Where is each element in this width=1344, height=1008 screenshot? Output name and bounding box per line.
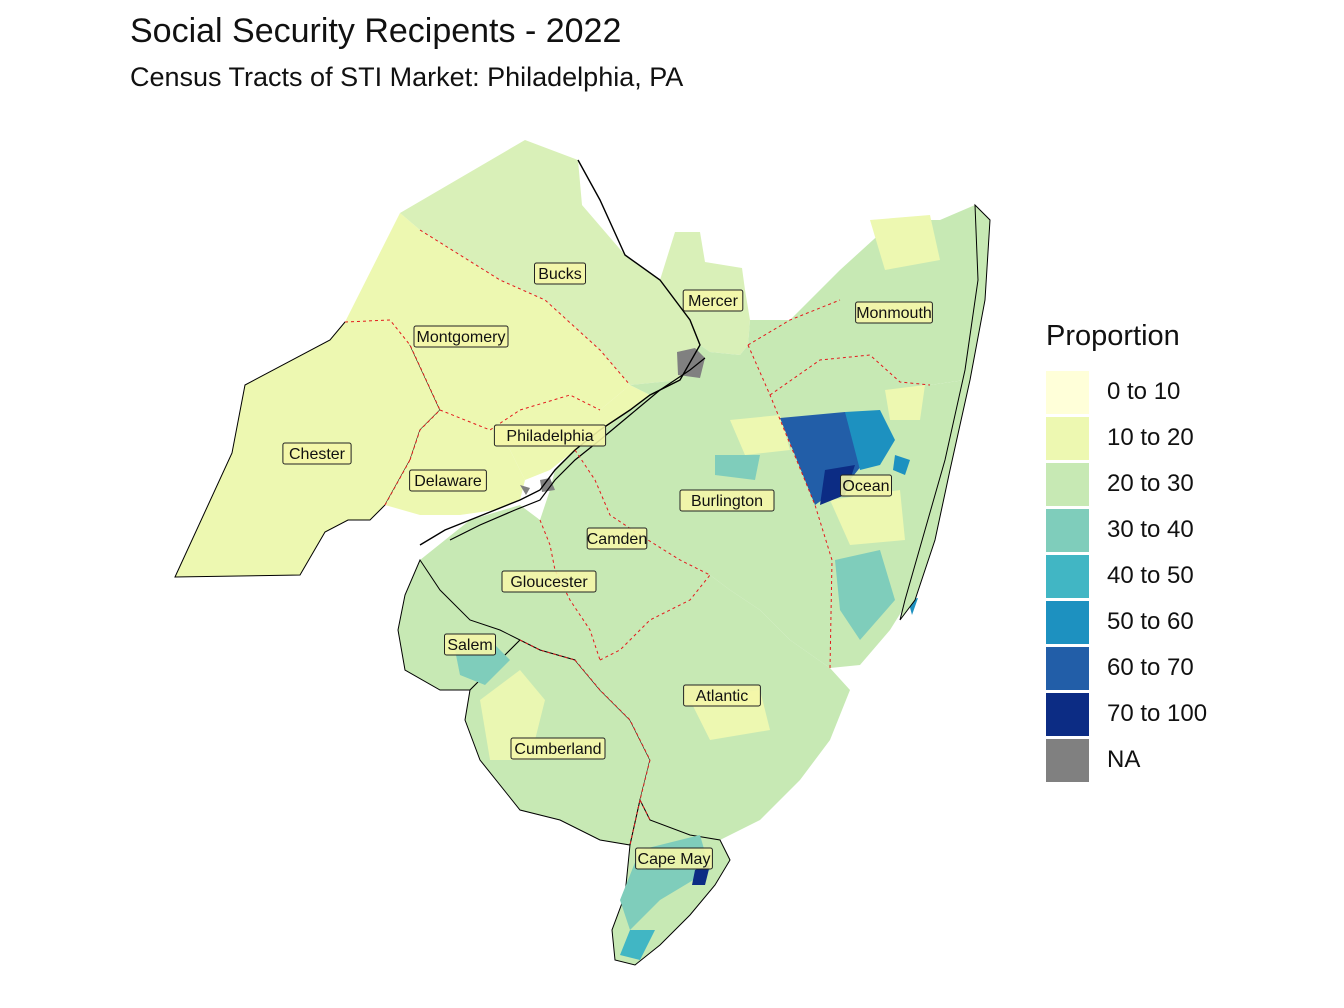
county-label-text: Monmouth (856, 305, 932, 322)
tract-high-ocean (845, 410, 895, 470)
county-label-text: Salem (447, 637, 492, 654)
county-label-box (534, 262, 586, 285)
legend-item: 60 to 70 (1046, 645, 1207, 691)
legend-label: 60 to 70 (1107, 654, 1194, 681)
legend-title: Proportion (1046, 320, 1180, 352)
tract-high-capemay (692, 865, 710, 885)
county-label-text: Atlantic (696, 688, 748, 705)
county-label-philadelphia: Philadelphia (493, 424, 607, 447)
legend-item: 20 to 30 (1046, 461, 1207, 507)
county-label-box (510, 737, 606, 760)
county-label-box (501, 570, 597, 593)
county-label-text: Philadelphia (506, 428, 593, 445)
county-label-box (679, 489, 775, 512)
legend-swatch (1046, 370, 1089, 414)
county-label-box (282, 442, 352, 465)
delaware-river (419, 159, 701, 546)
tract-na (540, 478, 555, 492)
county-label-box (682, 289, 744, 312)
county-label-box (586, 527, 648, 550)
tract-patch (730, 415, 790, 455)
tract-high-ocean (893, 455, 910, 475)
county-label-burlington: Burlington (679, 489, 775, 512)
county-label-box (683, 684, 761, 707)
tract-patch (830, 490, 905, 545)
legend-item: 40 to 50 (1046, 553, 1207, 599)
legend-label: 30 to 40 (1107, 516, 1194, 543)
legend-item: NA (1046, 737, 1207, 783)
legend-label: 0 to 10 (1107, 378, 1181, 405)
legend-swatch (1046, 646, 1089, 690)
legend-label: 40 to 50 (1107, 562, 1194, 589)
county-labels: Bucks Mercer Monmouth Montgomery Philadelphi… (282, 262, 933, 870)
county-label-montgomery: Montgomery (413, 325, 509, 348)
tract-patch (715, 455, 760, 480)
legend-swatch (1046, 692, 1089, 736)
legend-swatch (1046, 462, 1089, 506)
county-label-camden: Camden (586, 527, 648, 550)
legend-items: 0 to 10 10 to 20 20 to 30 30 to 40 40 to 50 5… (1046, 369, 1207, 783)
county-label-text: Burlington (691, 493, 763, 510)
legend-swatch (1046, 600, 1089, 644)
legend-label: 20 to 30 (1107, 470, 1194, 497)
county-label-cumberland: Cumberland (510, 737, 606, 760)
legend-item: 50 to 60 (1046, 599, 1207, 645)
county-label-box (409, 469, 487, 492)
map-subtitle: Census Tracts of STI Market: Philadelphi… (130, 62, 684, 92)
legend-swatch (1046, 416, 1089, 460)
county-label-chester: Chester (282, 442, 352, 465)
legend: Proportion 0 to 10 10 to 20 20 to 30 30 to … (1046, 320, 1207, 783)
tract-na (520, 485, 530, 495)
legend-item: 30 to 40 (1046, 507, 1207, 553)
tract-na (677, 348, 705, 378)
tract-patch (885, 385, 925, 420)
legend-item: 70 to 100 (1046, 691, 1207, 737)
legend-label: NA (1107, 746, 1141, 773)
county-label-text: Cape May (638, 851, 711, 868)
county-label-bucks: Bucks (534, 262, 586, 285)
county-label-text: Chester (289, 446, 346, 463)
county-label-box (444, 633, 496, 656)
county-label-box (493, 424, 607, 447)
county-label-ocean: Ocean (840, 474, 892, 497)
county-label-text: Delaware (414, 473, 482, 490)
legend-label: 10 to 20 (1107, 424, 1194, 451)
county-label-delaware: Delaware (409, 469, 487, 492)
legend-label: 70 to 100 (1107, 700, 1208, 727)
county-camden (540, 450, 710, 660)
delaware-river (449, 357, 706, 541)
county-label-atlantic: Atlantic (683, 684, 761, 707)
legend-swatch (1046, 508, 1089, 552)
county-label-gloucester: Gloucester (501, 570, 597, 593)
tract-patch (870, 215, 940, 270)
county-label-box (635, 847, 713, 870)
county-montgomery (345, 213, 630, 430)
county-label-text: Camden (587, 531, 647, 548)
legend-swatch (1046, 738, 1089, 782)
county-label-box (413, 325, 509, 348)
county-label-cape-may: Cape May (635, 847, 713, 870)
county-label-text: Mercer (688, 293, 738, 310)
county-label-box (855, 301, 933, 324)
county-label-text: Montgomery (417, 329, 506, 346)
county-label-salem: Salem (444, 633, 496, 656)
county-boundaries (344, 229, 931, 846)
county-label-text: Bucks (538, 266, 582, 283)
map-title: Social Security Recipents - 2022 (130, 12, 622, 50)
county-label-mercer: Mercer (682, 289, 744, 312)
tract-patch (835, 550, 895, 640)
barrier-island (899, 203, 991, 621)
county-label-box (840, 474, 892, 497)
legend-item: 0 to 10 (1046, 369, 1207, 415)
legend-swatch (1046, 554, 1089, 598)
tract-patch (620, 930, 655, 960)
legend-label: 50 to 60 (1107, 608, 1194, 635)
county-label-text: Cumberland (514, 741, 601, 758)
county-label-text: Ocean (842, 478, 889, 495)
legend-item: 10 to 20 (1046, 415, 1207, 461)
county-label-text: Gloucester (510, 574, 588, 591)
county-label-monmouth: Monmouth (855, 301, 933, 324)
